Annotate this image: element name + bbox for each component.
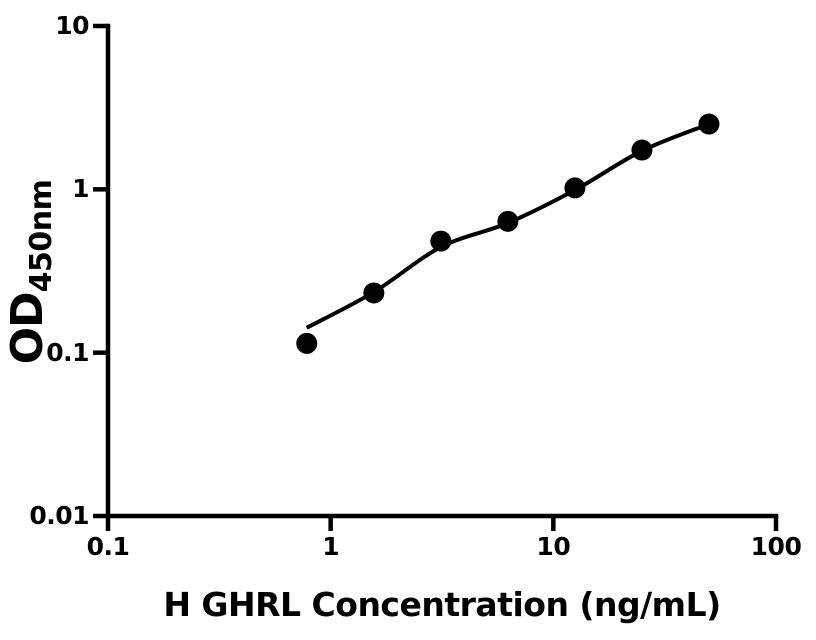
data-point xyxy=(698,113,720,135)
x-tick-label: 10 xyxy=(536,532,571,561)
data-point xyxy=(296,332,318,354)
data-point xyxy=(363,282,385,304)
y-tick-label: 0.01 xyxy=(29,501,89,530)
y-tick-label: 0.1 xyxy=(46,337,89,367)
x-tick-label: 0.1 xyxy=(86,532,130,561)
y-axis-title: OD450nm xyxy=(2,122,59,422)
data-point xyxy=(497,210,519,232)
y-tick-label: 10 xyxy=(55,11,89,40)
data-point xyxy=(430,230,452,252)
x-tick-label: 100 xyxy=(750,532,802,561)
y-axis-title-subscript: 450nm xyxy=(24,179,59,293)
x-tick-label: 1 xyxy=(322,532,340,561)
y-tick-label: 1 xyxy=(72,174,89,204)
data-point xyxy=(564,177,586,199)
data-point xyxy=(631,139,653,161)
x-axis-title: H GHRL Concentration (ng/mL) xyxy=(163,585,721,624)
y-axis-title-main: OD xyxy=(2,292,53,365)
